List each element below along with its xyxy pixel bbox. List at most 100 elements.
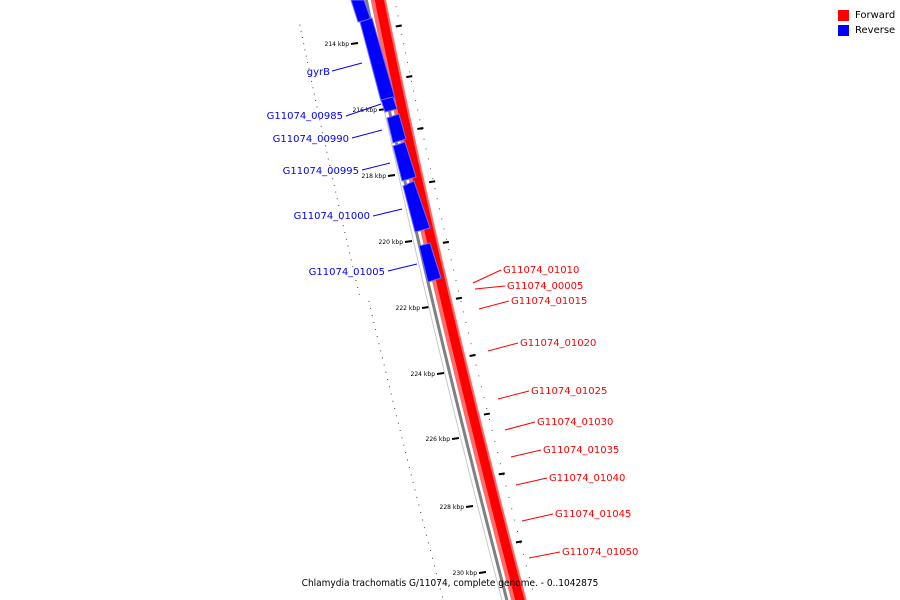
outer-minor-tick <box>511 508 513 510</box>
outer-minor-tick <box>445 238 447 240</box>
inner-minor-tick <box>307 61 309 63</box>
outer-major-tick <box>395 24 402 28</box>
forward-gene-label: G11074_01030 <box>537 417 613 428</box>
inner-minor-tick <box>347 245 349 247</box>
gene-labels: gyrB G11074_00985 G11074_00990 G11074_00995… <box>267 62 638 559</box>
reverse-gene-label: G11074_01005 <box>309 267 385 278</box>
outer-minor-tick <box>483 397 485 399</box>
outer-minor-tick <box>453 269 455 271</box>
outer-minor-tick <box>395 6 397 8</box>
reverse-gene-label: gyrB <box>307 67 330 78</box>
forward-gene-label: G11074_01035 <box>543 445 619 456</box>
reverse-gene-label: G11074_01000 <box>294 211 370 222</box>
forward-gene-leader <box>521 513 554 522</box>
outer-minor-tick <box>508 496 510 498</box>
inner-minor-tick <box>441 596 443 598</box>
forward-gene-leader <box>497 390 530 400</box>
forward-gene-leader <box>487 342 519 352</box>
inner-minor-tick <box>383 364 385 366</box>
inner-minor-tick <box>319 119 321 121</box>
inner-minor-tick <box>394 408 396 409</box>
inner-minor-tick <box>305 55 307 57</box>
outer-major-tick <box>455 296 463 300</box>
inner-minor-tick <box>375 329 377 331</box>
forward-gene-label: G11074_00005 <box>507 281 583 292</box>
outer-minor-tick <box>427 158 429 160</box>
inner-minor-tick <box>403 444 405 446</box>
scale-major-tick <box>436 372 445 375</box>
inner-minor-tick <box>355 280 357 281</box>
inner-minor-tick <box>429 550 431 552</box>
inner-minor-tick <box>324 145 326 147</box>
outer-minor-tick <box>430 168 432 170</box>
reverse-gene-leader <box>331 62 363 72</box>
reverse-gene-block <box>380 96 398 113</box>
inner-minor-tick <box>349 252 351 254</box>
inner-minor-tick <box>311 80 313 82</box>
inner-minor-tick <box>373 321 375 323</box>
outer-minor-tick <box>499 463 501 465</box>
inner-minor-tick <box>335 191 337 193</box>
inner-minor-tick <box>300 30 302 32</box>
inner-minor-tick <box>304 49 306 51</box>
outer-major-tick <box>469 354 476 358</box>
outer-minor-tick <box>531 588 533 590</box>
outer-minor-tick <box>397 15 399 17</box>
outer-minor-tick <box>438 208 440 210</box>
forward-gene-leader <box>478 300 510 310</box>
inner-minor-tick <box>410 474 412 476</box>
reverse-gene-block <box>359 17 396 102</box>
outer-minor-tick <box>455 280 457 281</box>
outer-minor-tick <box>502 474 504 476</box>
inner-minor-tick <box>326 151 328 153</box>
reverse-swatch <box>838 25 849 36</box>
inner-minor-tick <box>435 573 437 575</box>
inner-minor-tick <box>368 300 370 302</box>
outer-minor-tick <box>494 441 496 442</box>
inner-minor-tick <box>342 225 344 227</box>
reverse-gene-leader <box>351 129 383 139</box>
inner-minor-tick <box>396 415 398 417</box>
outer-minor-tick <box>436 198 438 200</box>
outer-minor-tick <box>467 332 469 334</box>
outer-major-tick <box>515 540 523 544</box>
inner-minor-tick <box>358 293 360 295</box>
inner-minor-tick <box>431 557 433 559</box>
inner-minor-tick <box>341 218 343 220</box>
outer-minor-tick <box>525 565 527 567</box>
scale-label: 214 kbp <box>325 41 350 48</box>
inner-minor-tick <box>392 400 394 402</box>
inner-minor-tick <box>388 386 390 388</box>
inner-minor-tick <box>299 24 301 26</box>
forward-swatch <box>838 10 849 21</box>
outer-minor-tick <box>421 129 423 130</box>
inner-minor-tick <box>352 266 354 268</box>
inner-minor-tick <box>336 198 338 200</box>
inner-minor-tick <box>381 357 383 359</box>
outer-major-tick <box>428 180 436 184</box>
legend: Forward Reverse <box>838 8 895 38</box>
forward-gene-label: G11074_01040 <box>549 473 625 484</box>
outer-minor-tick <box>413 90 415 92</box>
outer-minor-tick <box>457 290 459 292</box>
inner-minor-tick <box>427 542 429 544</box>
inner-minor-tick <box>338 204 340 206</box>
forward-gene-label: G11074_01045 <box>555 509 631 520</box>
outer-minor-tick <box>491 429 493 431</box>
outer-minor-tick <box>401 33 403 35</box>
outer-minor-tick <box>519 542 521 544</box>
inner-minor-tick <box>422 519 424 521</box>
scale-major-tick <box>350 42 359 45</box>
inner-minor-tick <box>303 43 305 45</box>
inner-minor-tick <box>378 343 380 345</box>
reverse-gene-leader <box>372 208 403 217</box>
inner-minor-tick <box>371 314 373 316</box>
inner-minor-tick <box>376 336 378 338</box>
inner-minor-tick <box>308 68 310 70</box>
inner-minor-tick <box>313 93 315 95</box>
outer-minor-tick <box>434 188 436 190</box>
forward-gene-leader <box>472 269 502 284</box>
reverse-gene-label: G11074_00985 <box>267 111 343 122</box>
reverse-gene-block <box>392 141 417 182</box>
inner-minor-tick <box>332 178 334 180</box>
